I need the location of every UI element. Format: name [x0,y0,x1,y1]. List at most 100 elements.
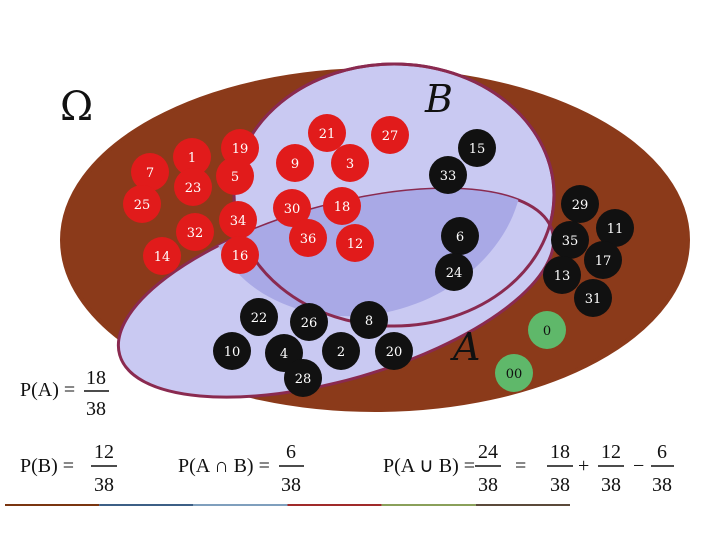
ball-34-circle [219,201,257,239]
ball-32: 32 [176,213,214,251]
ball-00: 00 [495,354,533,392]
formula-p-a-or-b-numerator: 24 [478,441,498,463]
ball-32-circle [176,213,214,251]
ball-00-circle [495,354,533,392]
ball-0: 0 [528,311,566,349]
ball-10: 10 [213,332,251,370]
ball-33-circle [429,156,467,194]
ball-1-circle [173,138,211,176]
ball-4-label: 4 [280,347,288,362]
ball-8-label: 8 [365,314,373,329]
ball-19-circle [221,129,259,167]
ball-18-circle [323,187,361,225]
formula-p-a-and-b-numerator: 6 [286,441,296,463]
ball-36-circle [289,219,327,257]
ball-36: 36 [289,219,327,257]
set-a-label: A [450,325,480,369]
ball-1: 1 [173,138,211,176]
ball-17-circle [584,241,622,279]
ball-7: 7 [131,153,169,191]
ball-3-label: 3 [346,157,354,172]
ball-5-circle [216,157,254,195]
ball-15-label: 15 [469,142,486,157]
ball-17: 17 [584,241,622,279]
formula-p-a-and-b: P(A ∩ B) = 6 38 [178,441,304,496]
formula-equals-sign: = [515,455,526,477]
formula-p-a-and-b-lhs: P(A ∩ B) = [178,455,270,477]
ball-29-circle [561,185,599,223]
ball-34-label: 34 [230,214,247,229]
ball-9: 9 [276,144,314,182]
ball-14: 14 [143,237,181,275]
ball-13-circle [543,256,581,294]
ball-9-label: 9 [291,157,299,172]
ball-11-label: 11 [607,222,624,237]
ball-28: 28 [284,359,322,397]
ball-29: 29 [561,185,599,223]
ball-16-circle [221,236,259,274]
ball-8: 8 [350,301,388,339]
ball-35: 35 [551,221,589,259]
ball-1-label: 1 [188,151,196,166]
ball-7-label: 7 [146,166,154,181]
formula-p-a-denominator: 38 [86,398,106,420]
set-b-outline [232,62,556,328]
ball-28-circle [284,359,322,397]
ball-25-circle [123,185,161,223]
ball-3: 3 [331,144,369,182]
ball-5: 5 [216,157,254,195]
ball-26: 26 [290,303,328,341]
ball-6: 6 [441,217,479,255]
formula-p-b: P(B) = 12 38 [20,441,117,496]
ball-36-label: 36 [300,232,317,247]
ball-22-label: 22 [251,311,268,326]
formula-term2-numerator: 12 [601,441,621,463]
ball-18: 18 [323,187,361,225]
ball-8-circle [350,301,388,339]
ball-7-circle [131,153,169,191]
formula-p-a: P(A) = 18 38 [20,367,109,420]
ball-22-circle [240,298,278,336]
ball-6-label: 6 [456,230,464,245]
ball-30-label: 30 [284,202,301,217]
ball-10-label: 10 [224,345,241,360]
ball-15-circle [458,129,496,167]
ball-12-label: 12 [347,237,364,252]
ball-17-label: 17 [595,254,612,269]
ball-5-label: 5 [231,170,239,185]
ball-16: 16 [221,236,259,274]
formula-p-a-numerator: 18 [86,367,106,389]
ball-31-label: 31 [585,292,602,307]
ball-31: 31 [574,279,612,317]
formula-term3-denominator: 38 [652,474,672,496]
omega-label: Ω [60,84,93,130]
ball-30: 30 [273,189,311,227]
ball-21-circle [308,114,346,152]
ball-9-circle [276,144,314,182]
ball-2: 2 [322,332,360,370]
ball-33: 33 [429,156,467,194]
ball-24: 24 [435,253,473,291]
ball-14-circle [143,237,181,275]
ball-35-circle [551,221,589,259]
ball-20-circle [375,332,413,370]
ball-24-circle [435,253,473,291]
ball-32-label: 32 [187,226,204,241]
formula-plus-sign: + [578,455,589,477]
ball-2-circle [322,332,360,370]
ball-25-label: 25 [134,198,151,213]
ball-14-label: 14 [154,250,171,265]
ball-28-label: 28 [295,372,312,387]
ball-19-label: 19 [232,142,249,157]
ball-23-circle [174,168,212,206]
ball-27-label: 27 [382,129,399,144]
formula-p-a-or-b: P(A ∪ B) = 24 38 = 18 38 + 12 38 − 6 38 [383,441,674,496]
ball-6-circle [441,217,479,255]
ball-10-circle [213,332,251,370]
ball-11-circle [596,209,634,247]
ball-11: 11 [596,209,634,247]
ball-15: 15 [458,129,496,167]
ball-0-circle [528,311,566,349]
ball-25: 25 [123,185,161,223]
